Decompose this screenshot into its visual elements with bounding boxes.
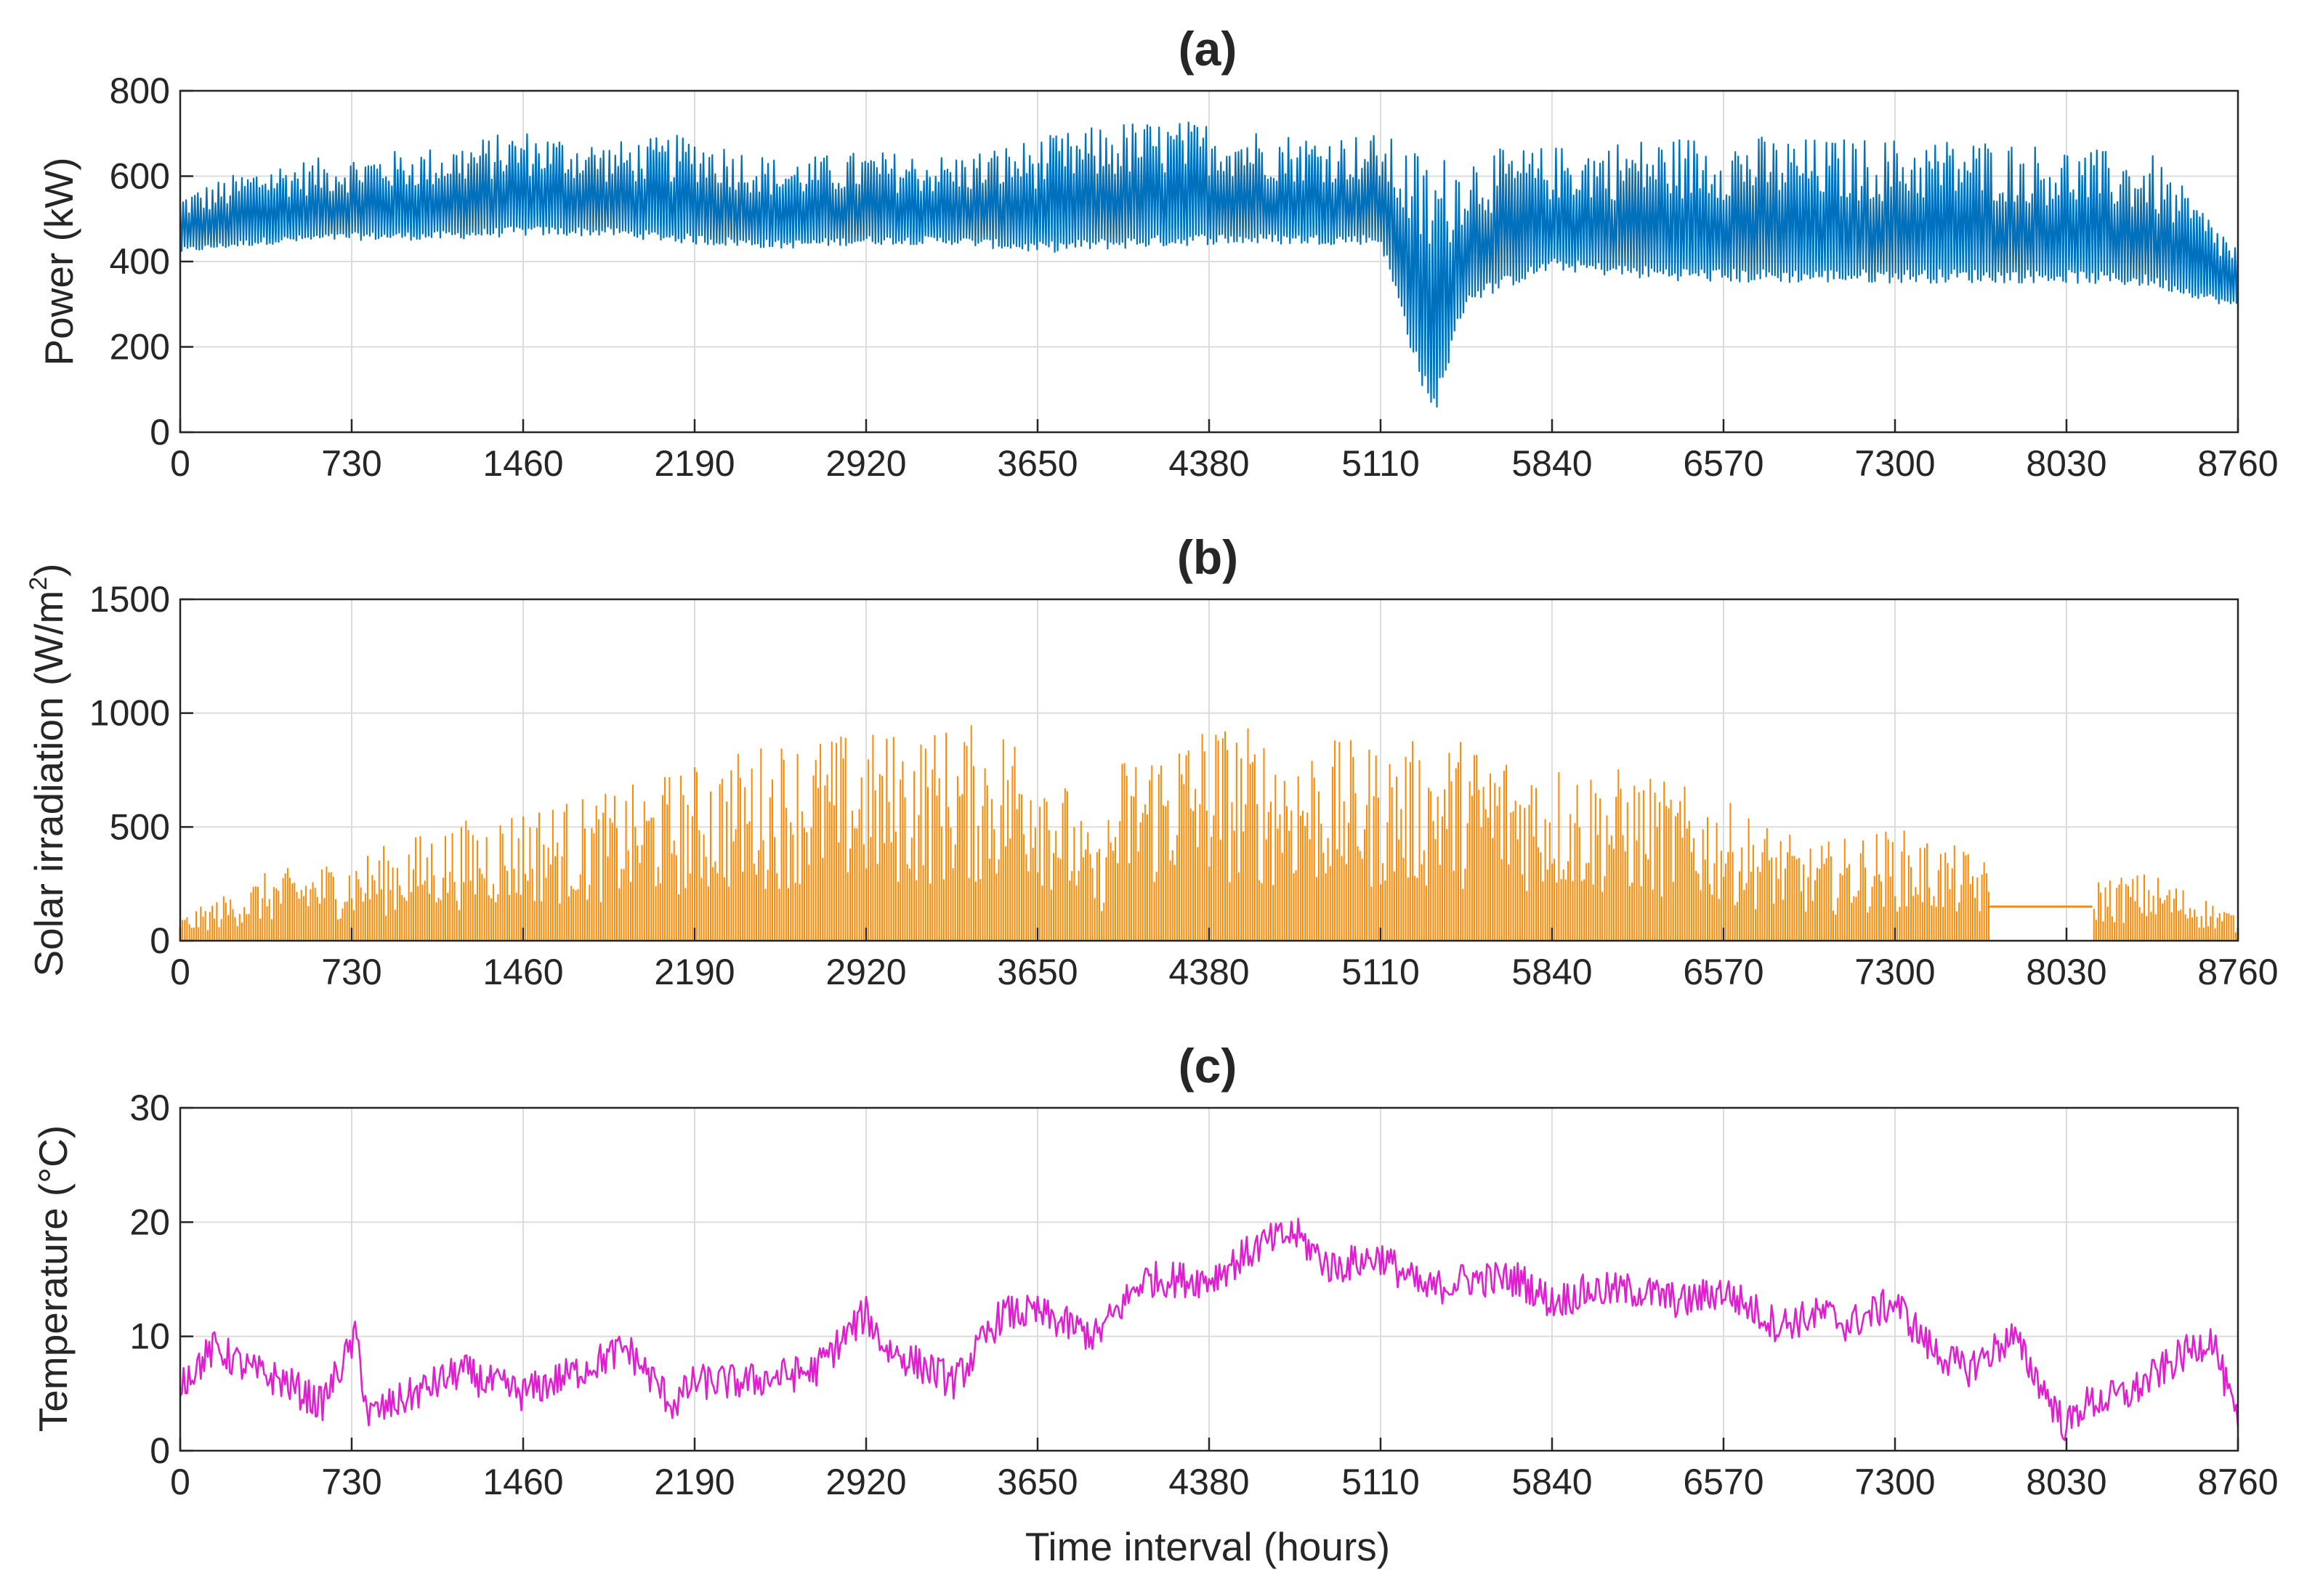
panel-a-xtick-label-6: 4380 <box>1168 443 1249 484</box>
panel-b-ylabel-sup: 2 <box>25 577 52 591</box>
panel-c-xtick-label-4: 2920 <box>825 1462 906 1502</box>
panel-a-ytick-label-1: 200 <box>110 327 170 368</box>
panel-a-xtick-label-9: 6570 <box>1683 443 1763 484</box>
panel-c-ytick-label-1: 10 <box>129 1316 170 1357</box>
panel-a-xtick-label-12: 8760 <box>2197 443 2278 484</box>
panel-a-xtick-label-5: 3650 <box>997 443 1078 484</box>
panel-a-xtick-label-2: 1460 <box>482 443 563 484</box>
panel-b-xtick-label-0: 0 <box>170 952 190 992</box>
panel-a-title: (a) <box>1179 22 1237 76</box>
panel-b-title: (b) <box>1177 530 1238 584</box>
panel-a-ytick-label-0: 0 <box>150 412 170 453</box>
panel-a-xtick-label-11: 8030 <box>2026 443 2106 484</box>
panel-b-ytick-label-0: 0 <box>150 920 170 961</box>
panel-c-xtick-label-0: 0 <box>170 1462 190 1502</box>
panel-a-ytick-label-3: 600 <box>110 156 170 197</box>
panel-c-xtick-label-5: 3650 <box>997 1462 1078 1502</box>
panel-b-ylabel-main: Solar irradiation (W/m <box>26 591 71 977</box>
panel-a-ylabel: Power (kW) <box>36 157 81 365</box>
panel-b-xtick-label-6: 4380 <box>1168 952 1249 992</box>
panel-c-xtick-label-10: 7300 <box>1854 1462 1935 1502</box>
panel-a-xtick-label-1: 730 <box>321 443 381 484</box>
panel-b-xtick-label-7: 5110 <box>1341 952 1420 992</box>
panel-a-ytick-label-2: 400 <box>110 241 170 282</box>
panel-a-data <box>179 121 2239 408</box>
panel-c-xtick-label-11: 8030 <box>2026 1462 2106 1502</box>
panel-a-xtick-label-8: 5840 <box>1511 443 1592 484</box>
panel-b-xtick-label-2: 1460 <box>482 952 563 992</box>
panel-c-ytick-label-2: 20 <box>129 1202 170 1242</box>
panel-c-title: (c) <box>1179 1039 1237 1093</box>
panel-b-ytick-label-3: 1500 <box>89 579 170 620</box>
panel-a-ticks: 0 730 1460 2190 2920 3650 4380 5110 5840 6570 7300… <box>110 70 2279 484</box>
panel-b-xtick-label-3: 2190 <box>654 952 735 992</box>
panel-b: (b) 0 730 1460 2190 2920 3650 4380 5110 5840 6570… <box>25 530 2279 992</box>
panel-b-ylabel: Solar irradiation (W/m2) <box>25 563 71 976</box>
panel-c-data <box>179 1218 2239 1441</box>
panel-c-xtick-label-2: 1460 <box>482 1462 563 1502</box>
panel-c-xtick-label-1: 730 <box>321 1462 381 1502</box>
panel-c-xtick-label-8: 5840 <box>1511 1462 1592 1502</box>
panel-a-ytick-label-4: 800 <box>110 70 170 111</box>
panel-c-series-temperature <box>179 1218 2239 1441</box>
panel-b-ylabel-end: ) <box>26 563 71 576</box>
panel-a-series-power <box>179 121 2239 408</box>
panel-c-ytick-label-0: 0 <box>150 1430 170 1471</box>
panel-b-xtick-label-4: 2920 <box>825 952 906 992</box>
panel-c: (c) 0 730 1460 2190 2920 3650 4380 5110 5840 6570… <box>31 1039 2279 1502</box>
panel-c-xtick-label-7: 5110 <box>1341 1462 1420 1502</box>
panel-b-xtick-label-11: 8030 <box>2026 952 2106 992</box>
panel-c-xtick-label-12: 8760 <box>2197 1462 2278 1502</box>
panel-c-xtick-label-3: 2190 <box>654 1462 735 1502</box>
panel-b-ytick-label-2: 1000 <box>89 693 170 734</box>
panel-c-xtick-label-9: 6570 <box>1683 1462 1763 1502</box>
panel-c-xtick-label-6: 4380 <box>1168 1462 1249 1502</box>
panel-a-xtick-label-3: 2190 <box>654 443 735 484</box>
panel-a-xtick-label-7: 5110 <box>1341 443 1420 484</box>
panel-a-xtick-label-10: 7300 <box>1854 443 1935 484</box>
panel-a: (a) 0 730 1460 2190 2920 3650 4380 5110 5840 6570… <box>36 22 2279 484</box>
panel-b-ytick-label-1: 500 <box>110 806 170 847</box>
panel-c-ticks: 0 730 1460 2190 2920 3650 4380 5110 5840 6570 7300… <box>129 1087 2278 1502</box>
panel-b-xtick-label-9: 6570 <box>1683 952 1763 992</box>
panel-a-xtick-label-4: 2920 <box>825 443 906 484</box>
panel-b-xtick-label-5: 3650 <box>997 952 1078 992</box>
x-axis-label: Time interval (hours) <box>1025 1524 1390 1569</box>
panel-b-ticks: 0 730 1460 2190 2920 3650 4380 5110 5840 6570 7300… <box>89 579 2279 992</box>
panel-a-xtick-label-0: 0 <box>170 443 190 484</box>
panel-c-ytick-label-3: 30 <box>129 1087 170 1128</box>
panel-c-ylabel: Temperature (°C) <box>31 1125 76 1432</box>
panel-b-xtick-label-12: 8760 <box>2197 952 2278 992</box>
panel-b-xtick-label-1: 730 <box>321 952 381 992</box>
panel-b-xtick-label-8: 5840 <box>1511 952 1592 992</box>
panel-b-xtick-label-10: 7300 <box>1854 952 1935 992</box>
